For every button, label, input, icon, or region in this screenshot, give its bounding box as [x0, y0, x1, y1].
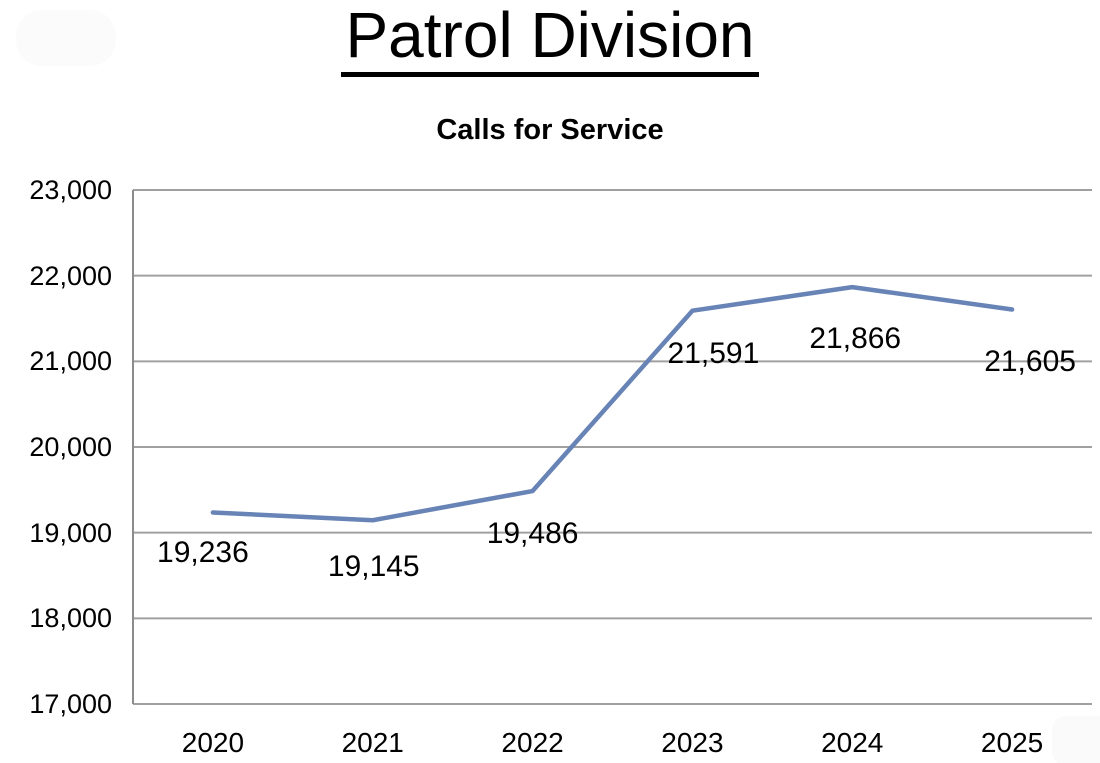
x-tick-label: 2022: [501, 727, 564, 758]
x-tick-label: 2024: [821, 727, 884, 758]
data-label: 21,605: [984, 344, 1076, 378]
x-tick-label: 2021: [341, 727, 404, 758]
y-tick-label: 18,000: [29, 603, 112, 634]
data-label: 19,145: [327, 550, 420, 584]
y-tick-label: 20,000: [29, 432, 112, 462]
data-label: 19,236: [157, 536, 249, 570]
data-label: 21,866: [809, 322, 902, 356]
x-tick-label: 2023: [661, 727, 724, 758]
y-tick-label: 17,000: [29, 689, 112, 719]
y-tick-label: 21,000: [29, 346, 112, 377]
data-label: 19,486: [486, 517, 579, 551]
series-line: [210, 284, 1015, 523]
chart-title: Calls for Service: [436, 114, 664, 146]
page-title: Patrol Division: [0, 1, 1100, 78]
y-tick-label: 22,000: [29, 260, 112, 291]
x-tick-label: 2020: [181, 727, 245, 758]
y-tick-label: 19,000: [29, 517, 112, 548]
y-tick-label: 23,000: [29, 175, 112, 205]
x-tick-label: 2025: [980, 727, 1044, 758]
page-title-text: Patrol Division: [341, 1, 759, 78]
data-label: 21,591: [667, 336, 760, 370]
